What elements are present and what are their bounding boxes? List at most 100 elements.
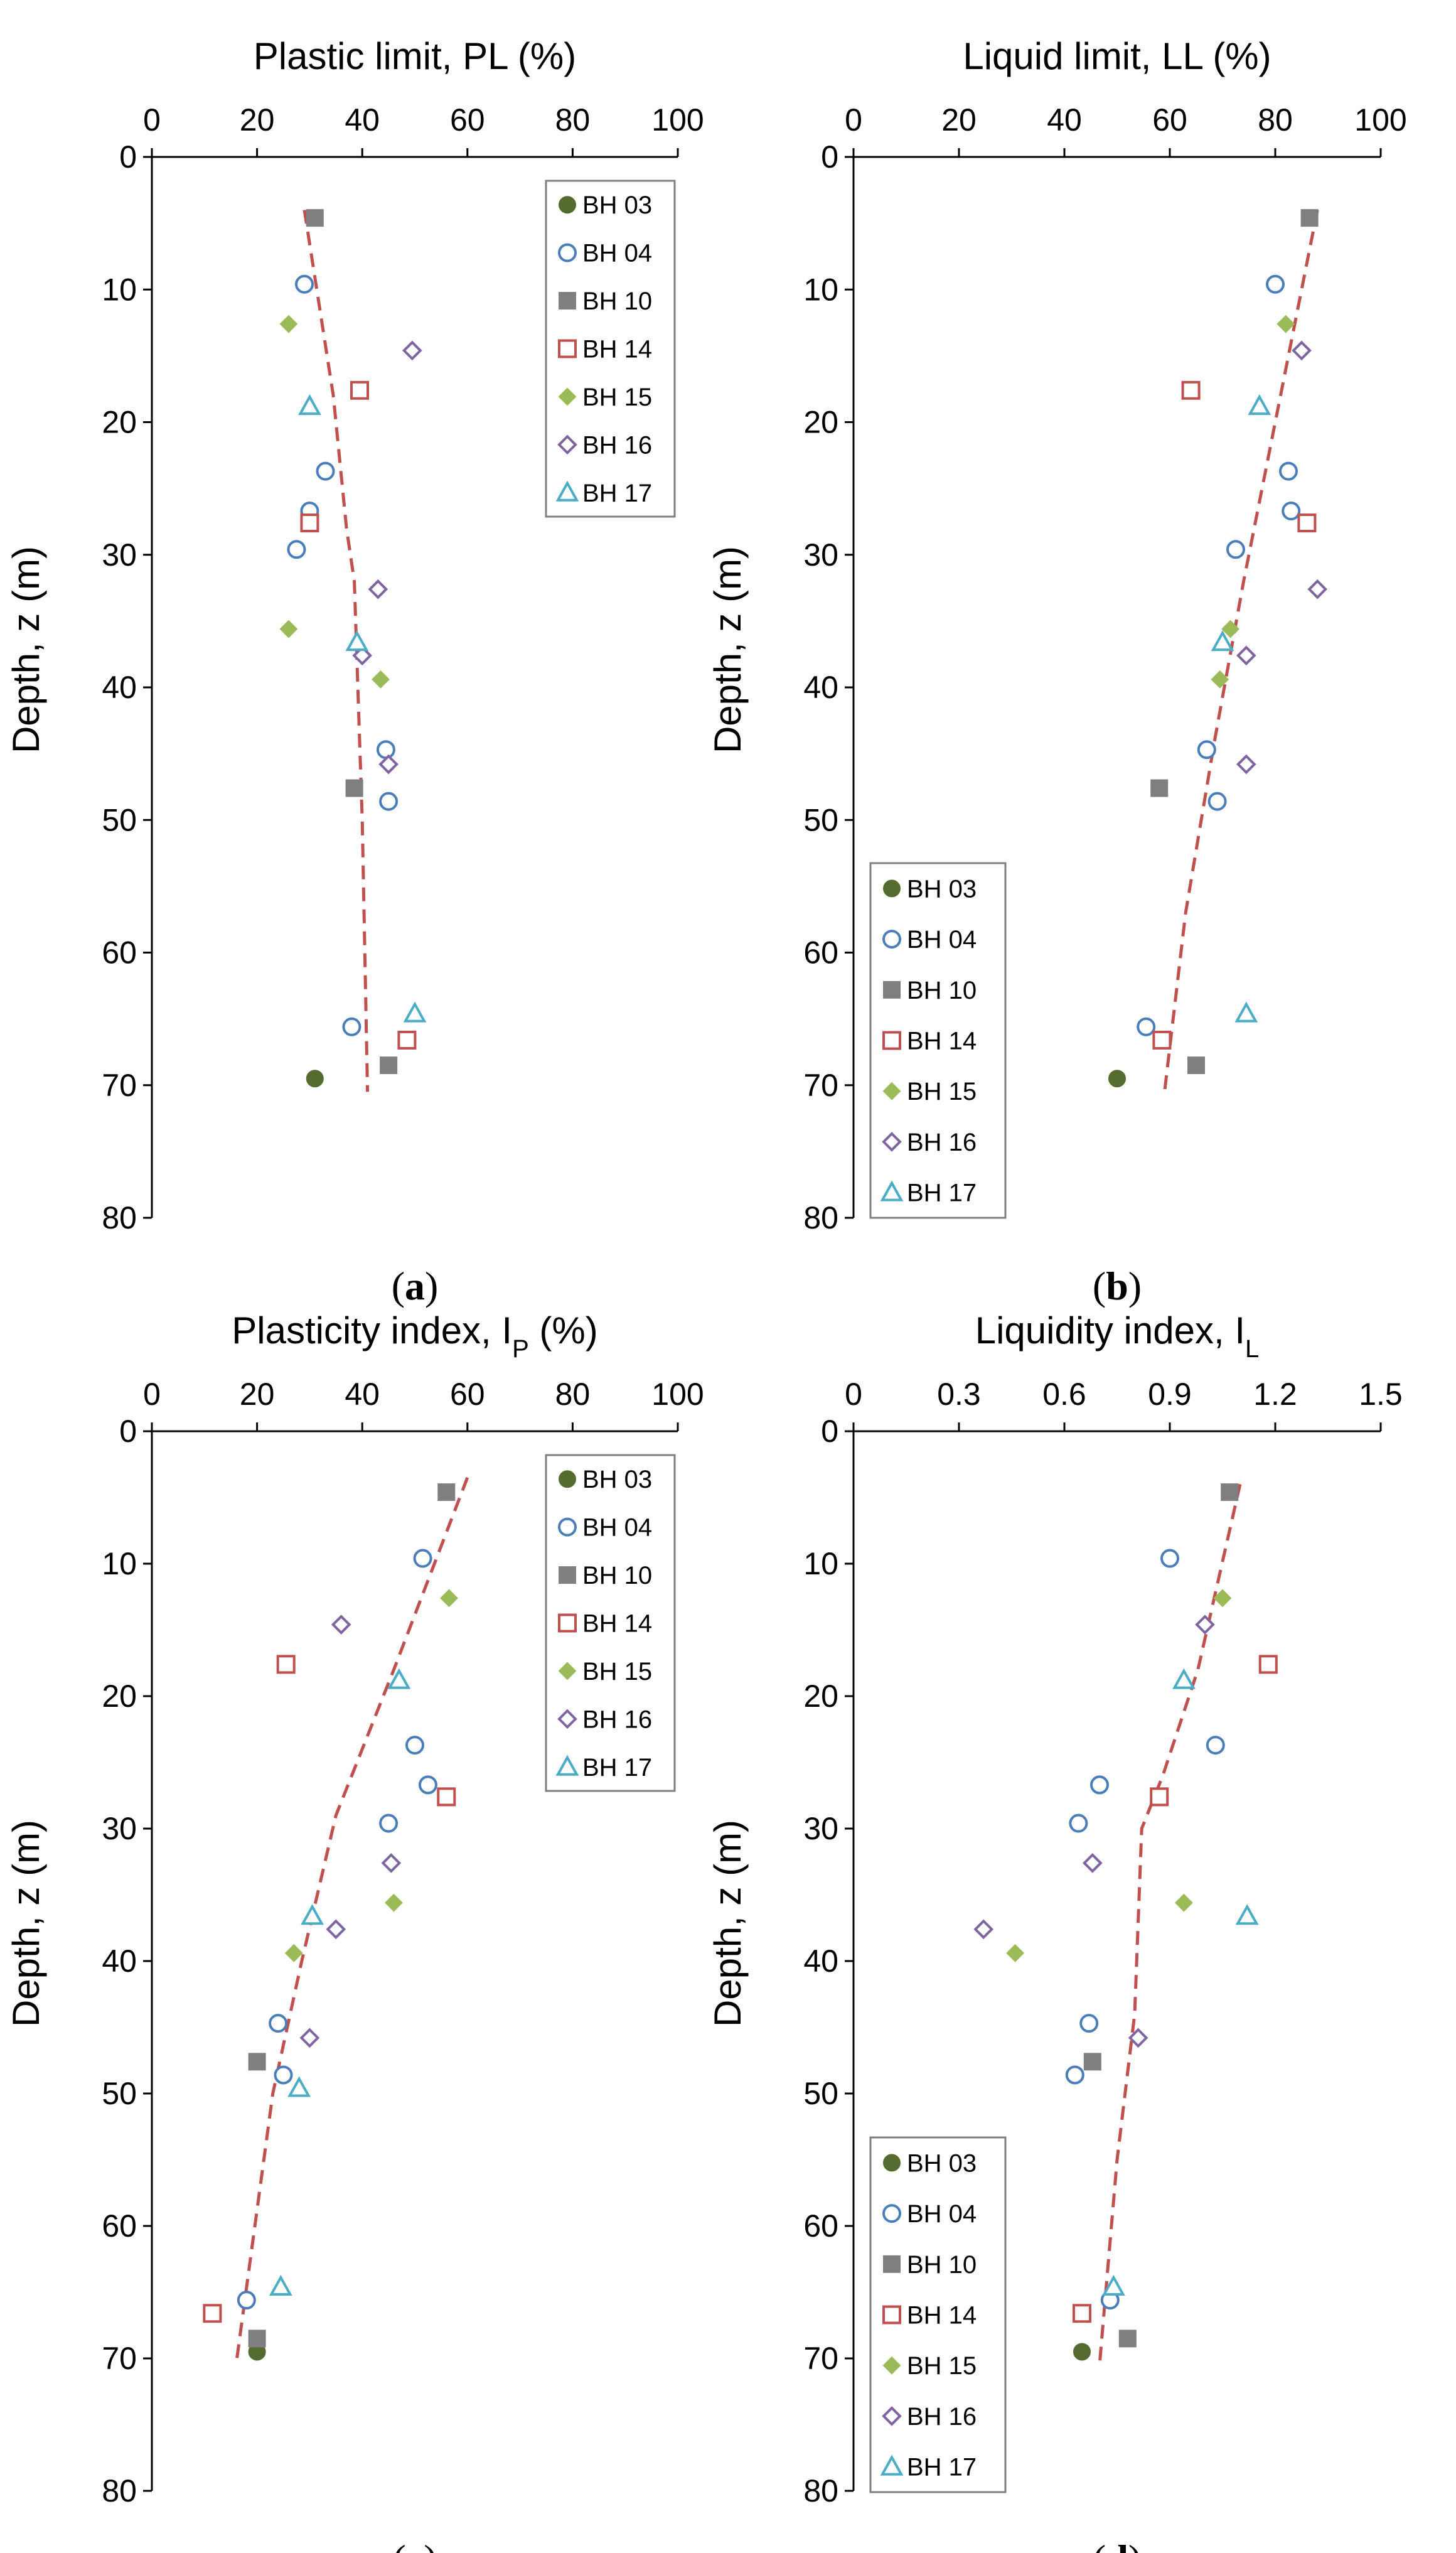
data-point-bh-16 (1195, 1615, 1215, 1635)
data-point-bh-10 (380, 1056, 398, 1075)
data-point-bh-10 (1150, 779, 1169, 797)
y-tick-label: 80 (803, 1200, 838, 1235)
legend-marker-bh-16 (557, 1709, 577, 1729)
data-point-bh-15 (385, 1893, 403, 1912)
legend-marker-bh-17 (555, 1755, 579, 1776)
x-tick-label: 0 (143, 1377, 161, 1412)
data-point-bh-04 (1207, 792, 1227, 811)
data-point-bh-10 (248, 2330, 266, 2348)
data-point-bh-14 (276, 1655, 296, 1674)
chart-panel-d: 0 0.3 0.6 0.9 1.2 1.5 0 10 20 30 40 50 60 70 80 Liquidi… (707, 1309, 1403, 2553)
y-axis-title: Depth, z (m) (5, 546, 47, 753)
y-tick-label: 10 (102, 1546, 137, 1581)
data-point-bh-04 (1226, 540, 1245, 559)
x-tick-label: 40 (1047, 102, 1082, 137)
data-point-bh-17 (1172, 1668, 1196, 1689)
data-point-bh-17 (1211, 630, 1234, 652)
data-point-bh-04 (1266, 274, 1285, 294)
legend: BH 03 BH 04 BH 10 BH 14 BH 15 BH 16 BH 17 (545, 1454, 676, 1792)
data-point-bh-04 (1282, 502, 1301, 521)
legend-label: BH 10 (582, 1562, 652, 1589)
data-point-bh-04 (1137, 1017, 1156, 1036)
x-tick-label: 20 (240, 1377, 275, 1412)
trend-line (302, 210, 370, 1092)
data-point-bh-17 (403, 1001, 427, 1023)
x-axis-title: Plastic limit, PL (%) (254, 35, 577, 77)
y-tick-label: 0 (119, 1414, 137, 1449)
legend-label: BH 14 (907, 1028, 977, 1055)
trend-line (234, 1476, 469, 2365)
data-point-bh-16 (299, 2028, 320, 2048)
data-point-bh-16 (352, 645, 373, 666)
legend-marker-bh-14 (882, 2305, 901, 2325)
legend-marker-bh-17 (555, 480, 579, 502)
legend-label: BH 03 (907, 875, 977, 903)
y-tick-label: 70 (102, 1068, 137, 1103)
x-tick-label: 60 (450, 1377, 485, 1412)
y-tick-label: 50 (803, 802, 838, 837)
y-tick-label: 80 (102, 1200, 137, 1235)
data-point-bh-17 (287, 2076, 311, 2097)
data-point-bh-17 (1248, 394, 1271, 416)
data-point-bh-15 (1211, 670, 1229, 689)
panel-caption: (a) (392, 1264, 439, 1308)
y-tick-label: 80 (803, 2473, 838, 2508)
legend: BH 03 BH 04 BH 10 BH 14 BH 15 BH 16 BH 17 (869, 862, 1007, 1219)
legend-marker-bh-03 (559, 1470, 576, 1488)
legend-marker-bh-15 (882, 1082, 901, 1100)
data-point-bh-04 (376, 740, 395, 760)
data-point-bh-04 (274, 2065, 293, 2085)
y-tick-label: 60 (803, 2208, 838, 2244)
y-tick-label: 30 (102, 1811, 137, 1846)
x-axis-title: Liquidity index, IL (975, 1309, 1260, 1363)
panel-caption: (d) (1093, 2537, 1142, 2553)
data-point-bh-04 (316, 461, 335, 481)
data-point-bh-15 (372, 670, 390, 689)
y-tick-label: 50 (803, 2076, 838, 2111)
legend-label: BH 15 (907, 1078, 977, 1105)
x-tick-label: 80 (555, 102, 591, 137)
legend-label: BH 04 (582, 1514, 652, 1542)
data-point-bh-10 (248, 2053, 266, 2071)
data-point-bh-04 (295, 274, 314, 294)
trend-line (1163, 210, 1319, 1092)
x-tick-label: 80 (1258, 102, 1293, 137)
x-tick-label: 20 (240, 102, 275, 137)
y-tick-label: 70 (803, 1068, 838, 1103)
data-point-bh-16 (1307, 579, 1328, 599)
x-tick-label: 100 (1354, 102, 1406, 137)
y-tick-label: 10 (102, 272, 137, 307)
data-point-bh-16 (973, 1919, 994, 1940)
x-tick-label: 0.3 (937, 1377, 981, 1412)
data-point-bh-14 (1150, 1787, 1169, 1807)
panel-caption: (b) (1093, 1264, 1142, 1308)
legend-marker-bh-14 (882, 1031, 901, 1050)
legend-marker-bh-03 (559, 196, 576, 214)
legend-label: BH 16 (582, 431, 652, 459)
x-tick-label: 1.5 (1359, 1377, 1403, 1412)
legend-marker-bh-04 (882, 930, 901, 949)
data-point-bh-15 (1213, 1589, 1232, 1608)
data-point-bh-15 (284, 1943, 303, 1962)
x-tick-label: 20 (941, 102, 977, 137)
data-point-bh-16 (402, 340, 422, 361)
legend-label: BH 04 (907, 926, 977, 954)
data-point-bh-16 (378, 754, 399, 775)
y-tick-label: 20 (803, 1679, 838, 1714)
legend-label: BH 10 (907, 2251, 977, 2279)
legend-label: BH 03 (907, 2149, 977, 2177)
data-point-bh-17 (301, 1904, 324, 1925)
y-tick-label: 70 (803, 2341, 838, 2376)
panel-caption: (c) (392, 2537, 437, 2553)
x-tick-label: 100 (651, 102, 704, 137)
legend-marker-bh-04 (558, 243, 577, 262)
chart-panel-b: 0 20 40 60 80 100 0 10 20 30 40 50 60 70 80 Liquid limi… (707, 35, 1407, 1308)
y-tick-label: 50 (102, 2076, 137, 2111)
data-point-bh-14 (1297, 513, 1317, 533)
legend-marker-bh-10 (883, 981, 901, 999)
legend-label: BH 17 (907, 2454, 977, 2481)
x-tick-label: 0.9 (1148, 1377, 1192, 1412)
data-point-bh-04 (1069, 1814, 1088, 1833)
y-tick-label: 40 (803, 1943, 838, 1979)
